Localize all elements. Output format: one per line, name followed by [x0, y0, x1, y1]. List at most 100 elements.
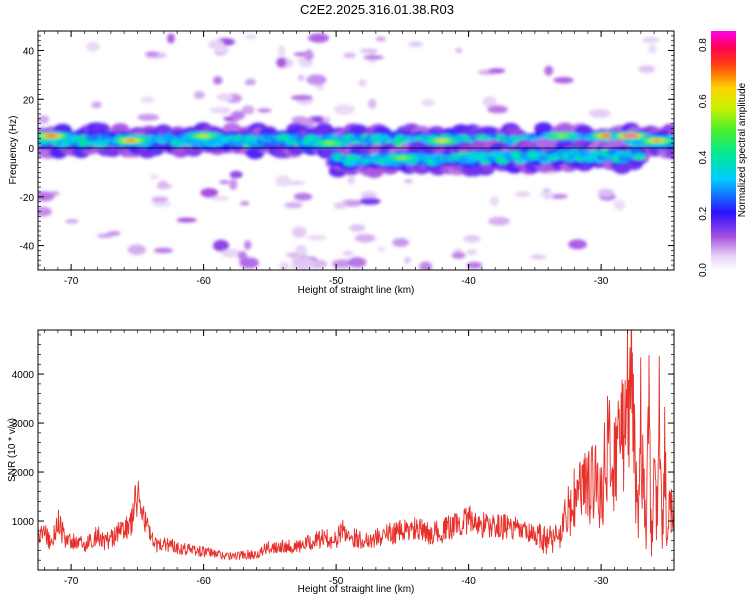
snr-x-tick-label: -60: [196, 576, 211, 587]
background-speckle: [544, 65, 554, 76]
background-speckle: [91, 101, 102, 109]
spectrogram-y-tick-label: 20: [23, 95, 35, 106]
background-speckle: [315, 84, 324, 90]
spectrogram-y-tick-label: -20: [20, 193, 35, 204]
colorbar-tick-label: 0.8: [698, 38, 709, 52]
spectrogram-heatmap: [38, 33, 674, 270]
spectrogram-x-tick-label: -70: [64, 276, 79, 287]
background-speckle: [237, 251, 248, 261]
background-speckle: [294, 257, 316, 269]
background-speckle: [284, 201, 303, 209]
background-speckle: [359, 197, 381, 205]
background-speckle: [216, 93, 233, 101]
background-speckle: [140, 96, 155, 103]
colorbar-tick-label: 0.0: [698, 263, 709, 277]
spectrogram-x-axis-title: Height of straight line (km): [298, 285, 415, 296]
background-speckle: [377, 246, 386, 252]
snr-y-tick-label: 3000: [12, 419, 35, 430]
background-speckle: [343, 52, 356, 59]
spectrogram-x-tick-labels: -70 -60 -50 -40 -30: [64, 276, 609, 287]
spectral-peak: [47, 134, 56, 137]
background-speckle: [244, 240, 252, 250]
snr-y-tick-label: 4000: [12, 370, 35, 381]
background-speckle: [488, 216, 510, 226]
background-speckle: [451, 251, 466, 259]
snr-frame: [37, 329, 675, 571]
background-speckle: [347, 175, 356, 185]
background-speckle: [213, 239, 229, 252]
background-speckle: [463, 235, 481, 243]
snr-y-tick-label: 1000: [12, 517, 35, 528]
snr-panel: -70 -60 -50 -40 -30 1000 2000 3000 4000 Height …: [7, 329, 675, 595]
background-speckle: [529, 254, 547, 260]
spectrogram-panel: -70 -60 -50 -40 -30 -40 -20 0 20 40 Height of st…: [8, 30, 675, 296]
snr-x-tick-label: -30: [594, 576, 609, 587]
background-speckle: [38, 115, 50, 124]
background-speckle: [293, 192, 313, 201]
background-speckle: [322, 117, 331, 122]
snr-x-tick-labels: -70 -60 -50 -40 -30: [64, 576, 609, 587]
background-speckle: [151, 201, 172, 207]
spectral-peak: [557, 134, 566, 137]
background-speckle: [466, 261, 483, 269]
background-speckle: [360, 191, 378, 200]
background-speckle: [200, 188, 219, 198]
spectrogram-x-tick-label: -50: [329, 276, 344, 287]
spectrogram-frame: [37, 30, 675, 271]
background-speckle: [64, 219, 79, 224]
spectrogram-y-tick-labels: -40 -20 0 20 40: [20, 47, 35, 253]
background-speckle: [568, 239, 587, 250]
background-speckle: [219, 180, 230, 185]
background-speckle: [96, 233, 114, 239]
colorbar-title: Normalized spectral amplitude: [737, 82, 748, 217]
ridge-core: [633, 153, 646, 160]
background-speckle: [588, 109, 611, 118]
background-speckle: [297, 74, 305, 81]
snr-y-tick-labels: 1000 2000 3000 4000: [12, 370, 35, 528]
background-speckle: [648, 44, 657, 54]
background-speckle: [466, 249, 477, 255]
background-speckle: [151, 196, 169, 203]
background-speckle: [229, 170, 243, 179]
background-speckle: [553, 77, 574, 84]
background-speckle: [354, 233, 376, 243]
colorbar-tick-label: 0.4: [698, 150, 709, 164]
background-speckle: [213, 76, 223, 85]
snr-x-tick-label: -40: [461, 576, 476, 587]
snr-x-tick-label: -70: [64, 576, 79, 587]
colorbar-tick-label: 0.6: [698, 94, 709, 108]
background-speckle: [245, 78, 256, 84]
ridge-halo: [365, 165, 384, 178]
background-speckle: [220, 249, 243, 258]
background-speckle: [244, 34, 257, 40]
spectrogram-y-tick-label: 0: [28, 144, 34, 155]
background-speckle: [342, 251, 354, 256]
background-speckle: [241, 105, 255, 115]
background-speckle: [455, 48, 463, 53]
background-speckle: [408, 41, 423, 48]
background-speckle: [291, 226, 307, 238]
background-speckle: [597, 188, 615, 198]
background-speckle: [306, 74, 327, 86]
background-speckle: [488, 68, 506, 74]
background-speckle: [359, 48, 379, 54]
background-speckle: [214, 46, 230, 54]
background-speckle: [613, 199, 626, 211]
spectrogram-x-tick-label: -60: [196, 276, 211, 287]
chart-title: C2E2.2025.316.01.38.R03: [300, 2, 454, 17]
spectrogram-x-tick-label: -30: [594, 276, 609, 287]
background-speckle: [277, 45, 286, 57]
spectrogram-y-tick-label: 40: [23, 47, 35, 58]
background-speckle: [331, 259, 353, 269]
background-speckle: [404, 256, 411, 264]
spectrogram-y-tick-label: -40: [20, 242, 35, 253]
background-speckle: [257, 108, 272, 113]
background-speckle: [641, 36, 660, 44]
background-speckle: [668, 84, 674, 91]
snr-series-line: [38, 330, 674, 561]
spectrogram-x-tick-label: -40: [461, 276, 476, 287]
colorbar-tick-label: 0.2: [698, 206, 709, 220]
background-speckle: [153, 247, 173, 254]
background-speckle: [392, 238, 409, 247]
